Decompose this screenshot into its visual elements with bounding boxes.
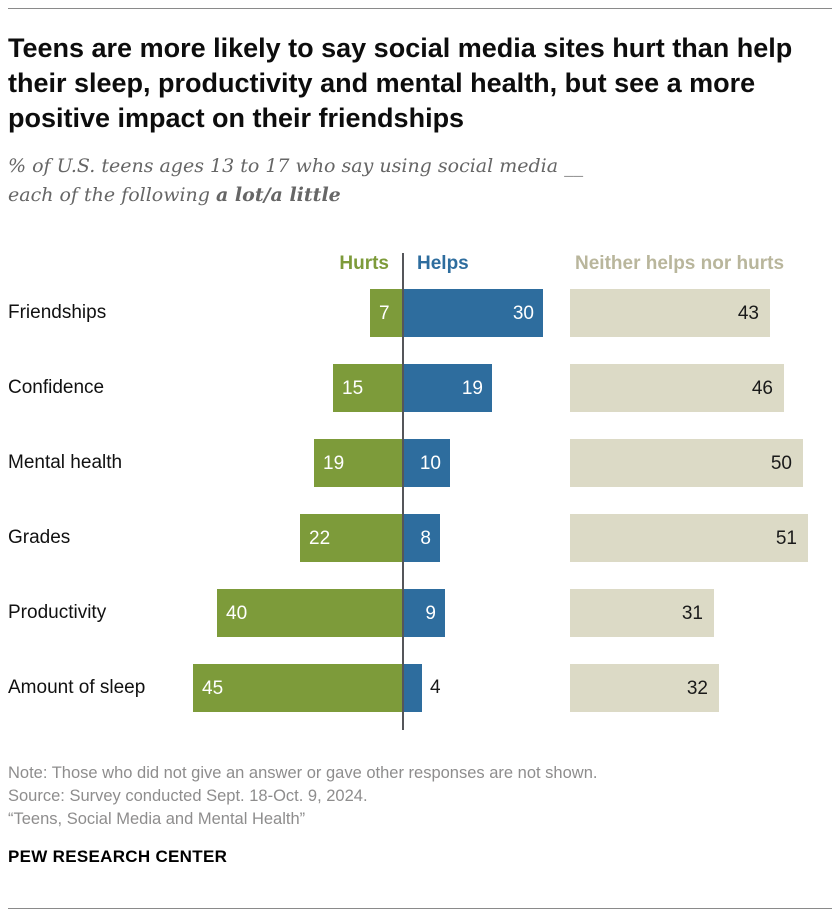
neither-bar: 50 [570, 439, 803, 488]
category-label: Confidence [8, 377, 105, 399]
helps-value-label: 10 [419, 452, 441, 474]
hurts-zone: 40 [185, 589, 403, 638]
helps-value-label: 9 [425, 602, 436, 624]
chart-row: Mental health 19 10 50 [8, 439, 832, 488]
neither-bar: 43 [570, 289, 770, 338]
top-rule [8, 8, 832, 9]
neither-zone: 46 [570, 364, 832, 413]
hurts-value-label: 7 [379, 302, 390, 324]
chart-row: Friendships 7 30 43 [8, 289, 832, 338]
category-label: Productivity [8, 602, 107, 624]
hurts-bar: 7 [370, 289, 403, 338]
series-headers: Hurts Helps Neither helps nor hurts [8, 253, 832, 275]
hurts-value-label: 45 [202, 677, 224, 699]
hurts-bar: 19 [314, 439, 403, 488]
neither-zone: 50 [570, 439, 832, 488]
page-title: Teens are more likely to say social medi… [8, 33, 793, 134]
subtitle-bold-text: a lot/a little [216, 183, 341, 206]
hurts-value-label: 15 [342, 377, 364, 399]
neither-value-label: 43 [737, 302, 759, 324]
helps-bar: 10 [403, 439, 450, 488]
axis-zero-line [402, 253, 404, 731]
neither-value-label: 50 [770, 452, 792, 474]
neither-zone: 43 [570, 289, 832, 338]
helps-bar [403, 664, 422, 713]
category-label: Amount of sleep [8, 677, 146, 699]
hurts-zone: 45 [185, 664, 403, 713]
hurts-zone: 22 [185, 514, 403, 563]
neither-bar: 32 [570, 664, 719, 713]
hurts-header: Hurts [339, 253, 389, 275]
report-title-text: “Teens, Social Media and Mental Health” [8, 809, 306, 828]
chart-row: Grades 22 8 51 [8, 514, 832, 563]
helps-value-label: 4 [430, 677, 441, 699]
neither-header: Neither helps nor hurts [575, 253, 785, 275]
category-label: Mental health [8, 452, 123, 474]
subtitle-text: % of U.S. teens ages 13 to 17 who say us… [8, 155, 584, 206]
chart-row: Amount of sleep 45 4 32 [8, 664, 832, 713]
neither-zone: 31 [570, 589, 832, 638]
neither-zone: 32 [570, 664, 832, 713]
category-label: Friendships [8, 302, 107, 324]
category-label: Grades [8, 527, 71, 549]
diverging-bar-chart: Hurts Helps Neither helps nor hurts Frie… [8, 253, 832, 731]
helps-bar: 30 [403, 289, 543, 338]
chart-row: Confidence 15 19 46 [8, 364, 832, 413]
helps-zone: 8 [403, 514, 570, 563]
hurts-bar: 15 [333, 364, 403, 413]
helps-zone: 9 [403, 589, 570, 638]
bottom-rule [8, 908, 832, 909]
neither-bar: 46 [570, 364, 784, 413]
hurts-value-label: 40 [226, 602, 248, 624]
neither-bar: 31 [570, 589, 714, 638]
helps-bar: 9 [403, 589, 445, 638]
helps-header: Helps [417, 253, 469, 275]
source-text: Source: Survey conducted Sept. 18-Oct. 9… [8, 787, 368, 806]
chart-row: Productivity 40 9 31 [8, 589, 832, 638]
brand-footer: PEW RESEARCH CENTER [8, 846, 228, 866]
neither-bar: 51 [570, 514, 808, 563]
helps-bar: 19 [403, 364, 492, 413]
hurts-zone: 15 [185, 364, 403, 413]
chart-rows: Friendships 7 30 43 Confidence 15 19 46 Mental h… [8, 289, 832, 713]
neither-value-label: 32 [686, 677, 708, 699]
chart-notes: Note: Those who did not give an answer o… [8, 762, 832, 830]
neither-zone: 51 [570, 514, 832, 563]
helps-zone: 10 [403, 439, 570, 488]
helps-value-label: 30 [512, 302, 534, 324]
helps-zone: 19 [403, 364, 570, 413]
hurts-bar: 40 [217, 589, 403, 638]
hurts-value-label: 22 [309, 527, 331, 549]
hurts-bar: 22 [300, 514, 403, 563]
chart-subtitle: % of U.S. teens ages 13 to 17 who say us… [8, 152, 628, 209]
neither-value-label: 46 [751, 377, 773, 399]
helps-zone: 4 [403, 664, 570, 713]
neither-value-label: 51 [775, 527, 797, 549]
note-text: Note: Those who did not give an answer o… [8, 764, 598, 783]
hurts-zone: 19 [185, 439, 403, 488]
neither-value-label: 31 [681, 602, 703, 624]
hurts-value-label: 19 [323, 452, 345, 474]
hurts-bar: 45 [193, 664, 403, 713]
helps-zone: 30 [403, 289, 570, 338]
hurts-zone: 7 [185, 289, 403, 338]
helps-value-label: 19 [461, 377, 483, 399]
helps-value-label: 8 [420, 527, 431, 549]
helps-bar: 8 [403, 514, 440, 563]
